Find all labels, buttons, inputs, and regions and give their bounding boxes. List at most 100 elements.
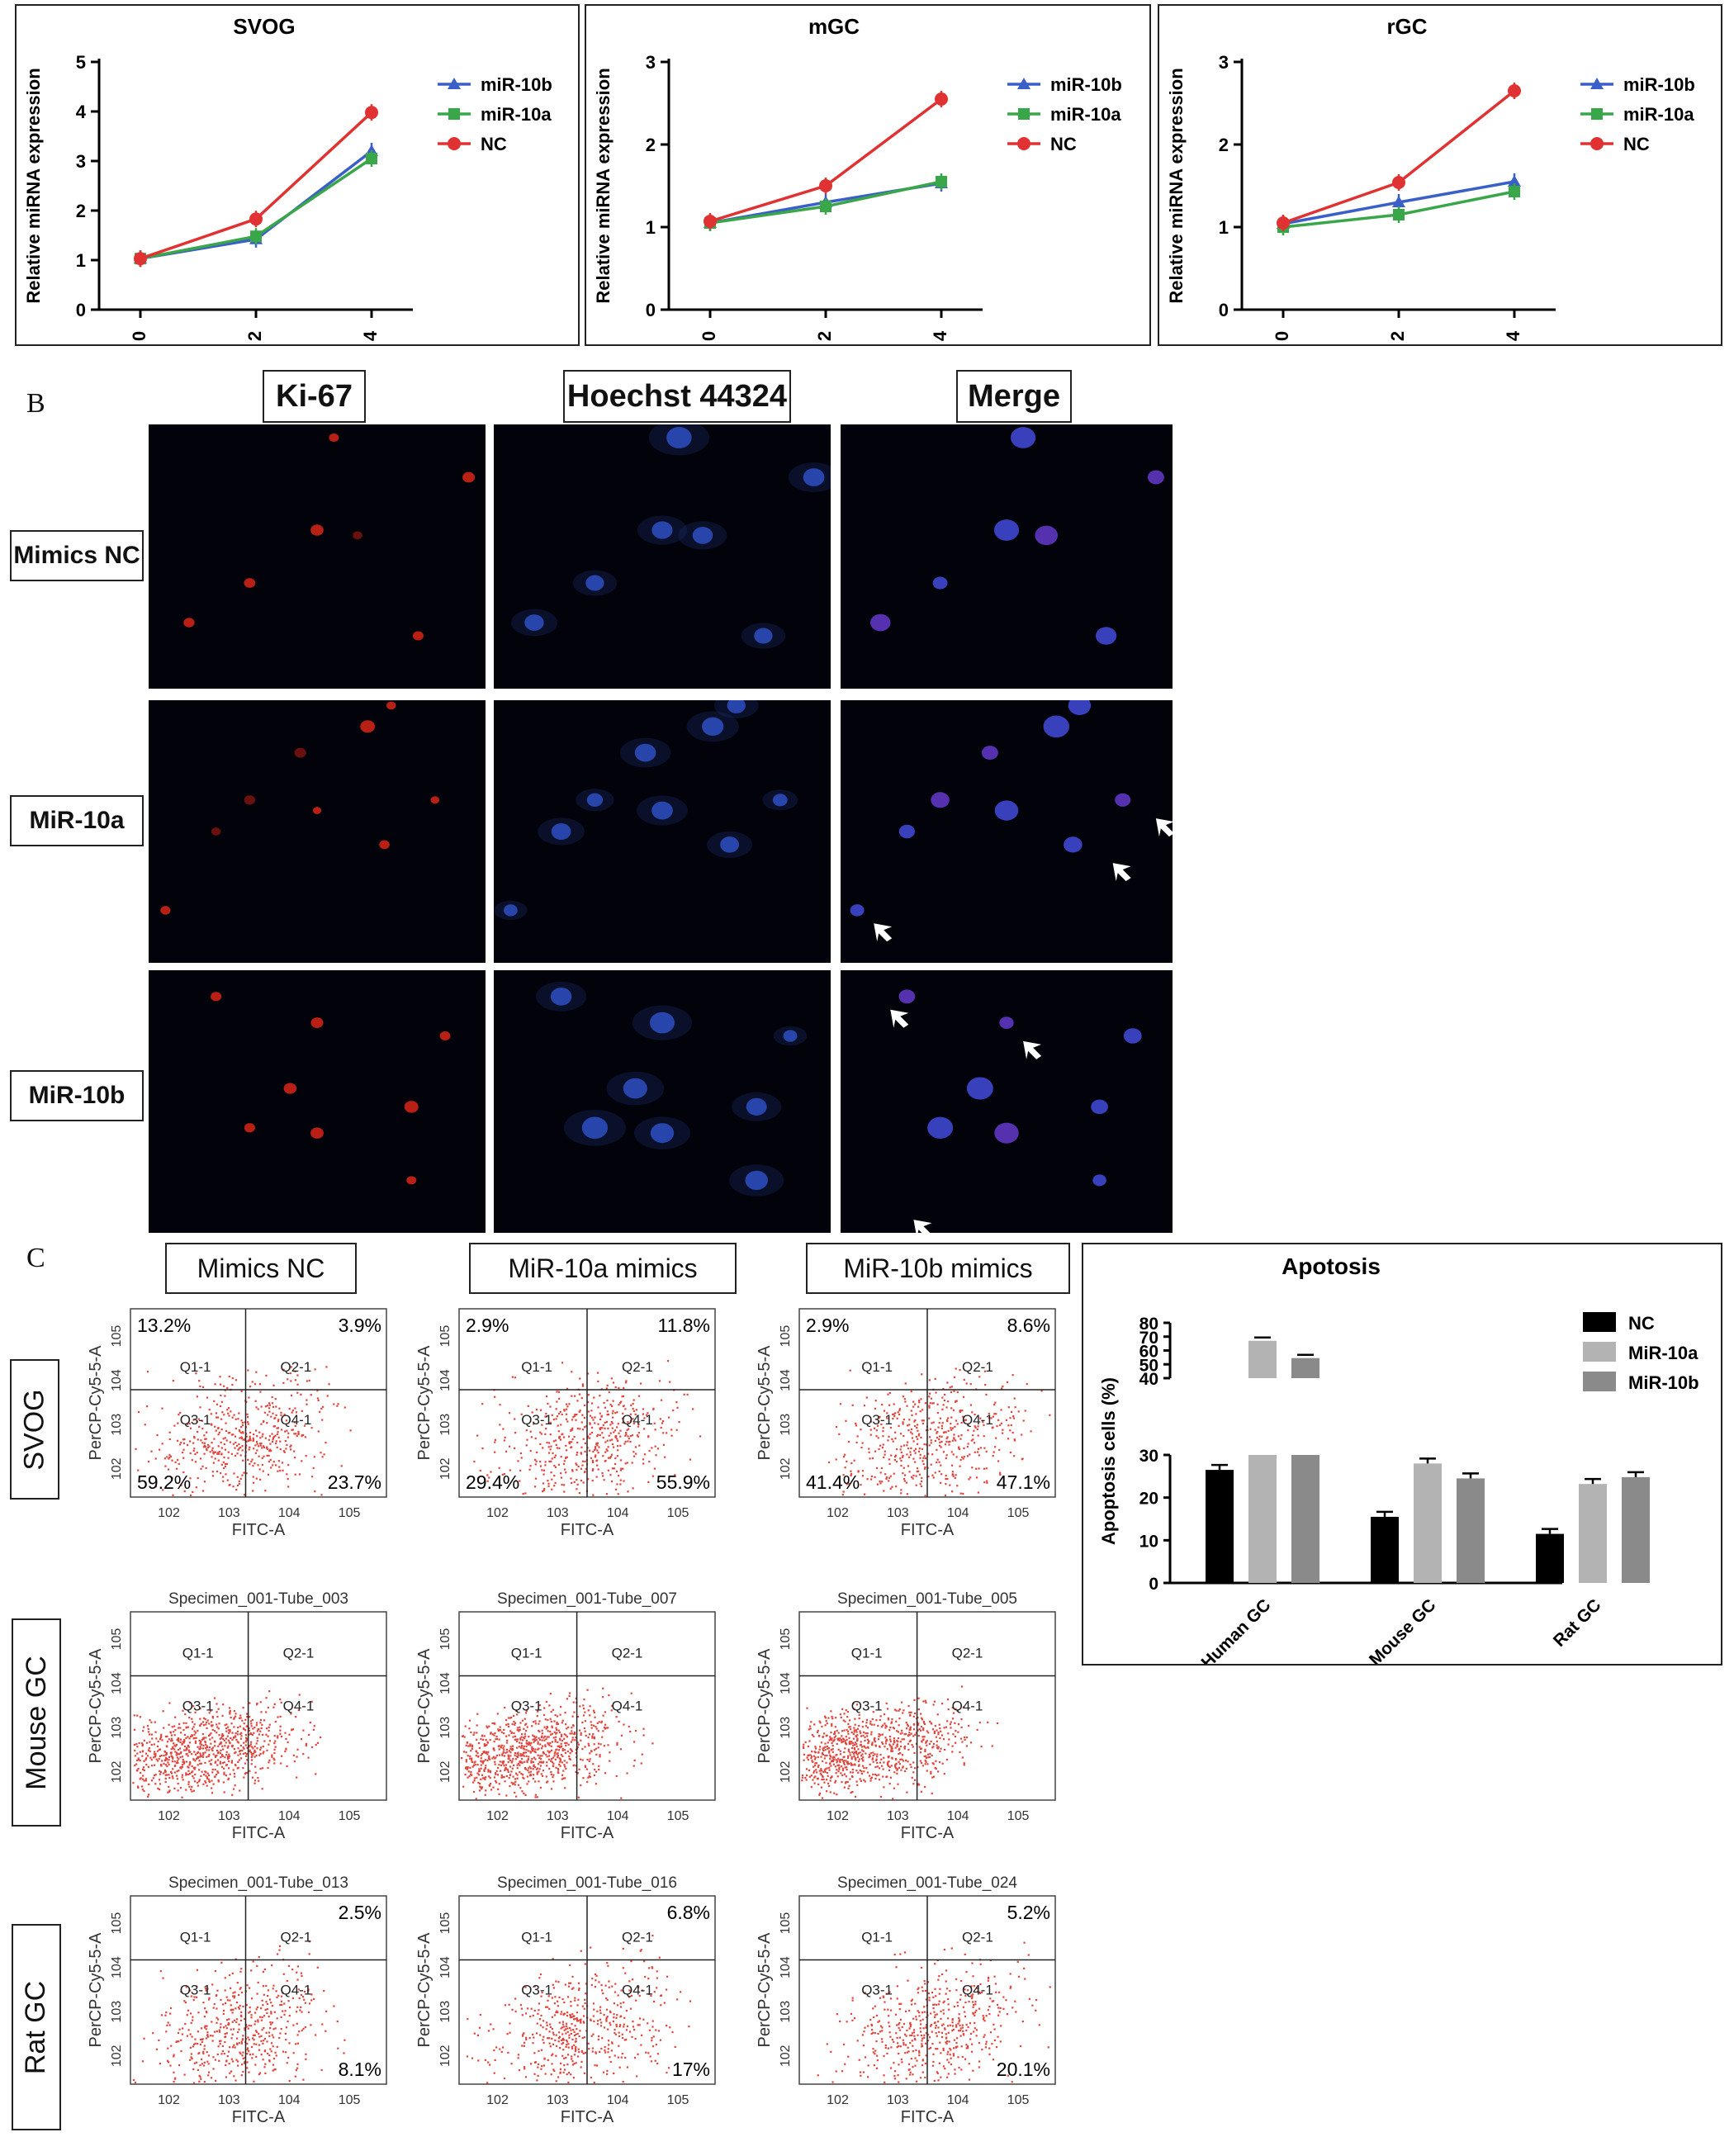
- event-dot: [549, 1433, 552, 1436]
- event-dot: [273, 1759, 276, 1761]
- event-dot: [602, 1455, 604, 1457]
- event-dot: [473, 1761, 476, 1764]
- event-dot: [618, 1720, 620, 1722]
- event-dot: [284, 2010, 287, 2012]
- event-dot: [865, 1718, 869, 1721]
- x-tick-label: 102: [486, 1506, 509, 1520]
- event-dot: [168, 1759, 170, 1761]
- event-dot: [917, 1400, 921, 1402]
- event-dot: [945, 1406, 948, 1409]
- flow-plot-r1-c2: Q1-1 Q2-1Q3-1 Q4-12.9% 11.8%29.4% 55.9%10210…: [415, 1308, 716, 1539]
- event-dot: [864, 1739, 866, 1742]
- event-dot: [895, 1720, 898, 1722]
- quadrant-label: Q2-1: [281, 1359, 312, 1375]
- quadrant-label: Q2-1: [622, 1359, 653, 1375]
- event-dot: [240, 2015, 243, 2018]
- event-dot: [168, 1789, 171, 1792]
- event-dot: [640, 2034, 643, 2036]
- fc-header-mimics-nc: Mimics NC: [165, 1243, 357, 1294]
- event-dot: [803, 1743, 805, 1746]
- quadrant-label: Q1-1: [180, 1930, 211, 1945]
- event-dot: [526, 1775, 528, 1778]
- event-dot: [160, 2014, 163, 2016]
- event-dot: [835, 1717, 837, 1719]
- event-dot: [486, 1753, 489, 1756]
- event-dot: [830, 1777, 832, 1779]
- event-dot: [552, 1776, 554, 1779]
- event-dot: [296, 1971, 298, 1974]
- event-dot: [591, 1459, 594, 1462]
- event-dot: [912, 1440, 915, 1443]
- event-dot: [641, 1989, 644, 1992]
- event-dot: [217, 1433, 220, 1436]
- event-dot: [503, 1728, 505, 1732]
- event-dot: [651, 1967, 654, 1969]
- event-dot: [925, 1741, 927, 1743]
- event-dot: [272, 2045, 274, 2048]
- event-dot: [891, 1438, 893, 1441]
- event-dot: [164, 1777, 167, 1779]
- y-tick-label: 3: [1219, 52, 1229, 73]
- event-dot: [528, 1765, 531, 1768]
- event-dot: [874, 1777, 877, 1780]
- event-dot: [336, 2020, 339, 2023]
- event-dot: [150, 1779, 154, 1782]
- event-dot: [291, 1729, 293, 1732]
- event-dot: [178, 2040, 180, 2043]
- event-dot: [569, 1732, 571, 1735]
- event-dot: [592, 2015, 595, 2017]
- event-dot: [204, 1446, 206, 1448]
- event-dot: [595, 1747, 598, 1750]
- event-dot: [162, 1710, 164, 1713]
- event-dot: [553, 2014, 557, 2016]
- event-dot: [236, 1730, 239, 1732]
- event-dot: [270, 2002, 272, 2004]
- event-dot: [599, 1754, 601, 1756]
- y-tick-label: 103: [779, 1414, 793, 1436]
- event-dot: [565, 1413, 568, 1415]
- event-dot: [951, 1745, 954, 1747]
- event-dot: [559, 1713, 561, 1716]
- event-dot: [495, 1772, 497, 1775]
- pct-q2: 8.6%: [1007, 1315, 1050, 1336]
- event-dot: [495, 1754, 499, 1757]
- event-dot: [274, 1417, 277, 1419]
- event-dot: [995, 1437, 997, 1439]
- event-dot: [831, 1760, 835, 1763]
- event-dot: [191, 1734, 194, 1737]
- event-dot: [857, 1771, 860, 1774]
- event-dot: [199, 1406, 201, 1409]
- y-tick-label: 1: [1219, 217, 1229, 238]
- event-dot: [908, 1732, 911, 1734]
- event-dot: [875, 1759, 878, 1762]
- event-dot: [977, 1425, 979, 1428]
- row-label-mimics-nc: Mimics NC: [10, 530, 144, 581]
- event-dot: [248, 2039, 250, 2041]
- event-dot: [176, 1756, 178, 1759]
- event-dot: [950, 1416, 953, 1419]
- event-dot: [178, 1413, 180, 1416]
- event-dot: [180, 1484, 182, 1486]
- event-dot: [213, 2030, 216, 2033]
- y-tick-label: 103: [438, 1414, 452, 1436]
- event-dot: [217, 1779, 220, 1782]
- event-dot: [875, 1758, 878, 1760]
- event-dot: [256, 2006, 258, 2009]
- event-dot: [293, 1450, 296, 1452]
- event-dot: [912, 1761, 915, 1764]
- event-dot: [940, 1464, 942, 1467]
- event-dot: [589, 1437, 591, 1439]
- event-dot: [566, 1727, 568, 1730]
- event-dot: [305, 2053, 307, 2055]
- event-dot: [889, 1776, 892, 1779]
- event-dot: [919, 1483, 921, 1486]
- event-dot: [249, 1462, 251, 1466]
- event-dot: [203, 1442, 206, 1444]
- event-dot: [180, 2039, 182, 2041]
- event-dot: [192, 2016, 194, 2018]
- quadrant-label: Q2-1: [281, 1930, 312, 1945]
- event-dot: [888, 1462, 891, 1465]
- event-dot: [547, 1780, 549, 1783]
- event-dot: [530, 2063, 533, 2065]
- event-dot: [159, 1755, 161, 1758]
